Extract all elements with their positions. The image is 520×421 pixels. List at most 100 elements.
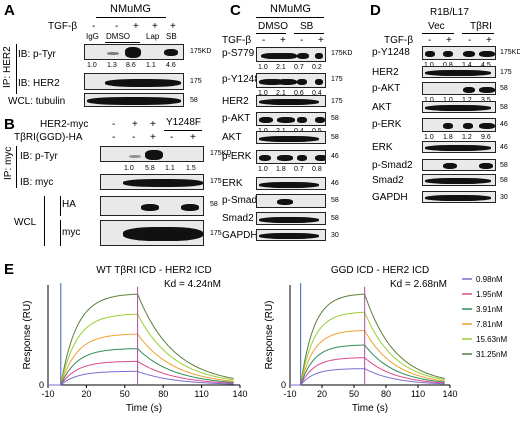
panel-b-row-label: IB: myc xyxy=(20,177,54,188)
blot-band xyxy=(425,105,491,111)
x-tick-label: 140 xyxy=(232,389,247,399)
panel-d-group-rule xyxy=(422,33,454,34)
panel-d-mw: 46 xyxy=(500,144,508,151)
panel-d-blot xyxy=(422,141,496,153)
panel-c-row-label: p-Y1248 xyxy=(222,74,260,85)
panel-c-mw: 58 xyxy=(331,215,339,222)
panel-b-blot-ptyr xyxy=(100,146,204,162)
x-tick-label: 20 xyxy=(317,389,327,399)
panel-b-ha-bracket xyxy=(60,196,61,216)
panel-c-row-label: Smad2 xyxy=(222,213,254,224)
blot-band xyxy=(425,70,491,76)
panel-c-mw: 58 xyxy=(331,115,339,122)
panel-d-quant: 1.4 xyxy=(462,62,472,69)
blot-band xyxy=(425,195,491,201)
series-line xyxy=(48,348,234,386)
panel-b-quant: 5.8 xyxy=(145,165,155,172)
panel-b-sign: + xyxy=(190,132,196,143)
panel-c-quant: 0.7 xyxy=(294,64,304,71)
panel-d-quant: 3.5 xyxy=(481,97,491,104)
blot-band xyxy=(479,51,495,57)
panel-d-title: R1B/L17 xyxy=(430,7,469,18)
legend-entry: 15.63nM xyxy=(476,335,507,344)
panel-b-myc-bracket xyxy=(60,220,61,246)
series-line xyxy=(48,293,234,386)
blot-band xyxy=(277,53,297,59)
blot-band xyxy=(297,79,307,85)
panel-a-title: NMuMG xyxy=(110,3,151,15)
panel-b-sign: + xyxy=(132,119,138,130)
panel-c-blot xyxy=(256,95,326,107)
panel-a-quant: 8.6 xyxy=(126,62,136,69)
panel-a-sign: + xyxy=(133,21,139,32)
panel-a-lane: IgG xyxy=(86,32,99,41)
x-tick-label: -10 xyxy=(41,389,54,399)
panel-c-title: NMuMG xyxy=(270,3,311,15)
blot-band xyxy=(277,155,293,161)
panel-a-quant: 1.1 xyxy=(146,62,156,69)
panel-b-sign: + xyxy=(150,119,156,130)
x-tick-label: -10 xyxy=(283,389,296,399)
x-axis-label: Time (s) xyxy=(126,403,162,414)
panel-d-quant: 9.6 xyxy=(481,134,491,141)
series-line xyxy=(290,293,445,386)
panel-c-group-rule xyxy=(294,33,324,34)
blot-band xyxy=(261,53,291,59)
blot-band xyxy=(277,199,293,205)
x-tick-label: 50 xyxy=(120,389,130,399)
panel-a-ip-label: IP: HER2 xyxy=(2,46,13,88)
panel-a-lane: Lap xyxy=(146,32,160,41)
series-line xyxy=(290,344,445,386)
panel-b-blot-ha xyxy=(100,196,204,216)
panel-b-row1-label: HER2-myc xyxy=(40,119,89,130)
blot-band xyxy=(479,163,493,169)
panel-c-row-label: p-ERK xyxy=(222,151,252,162)
panel-c-row-label: p-Smad2 xyxy=(222,195,263,206)
panel-a-lane: SB xyxy=(166,32,177,41)
panel-c-quant: 1.0 xyxy=(258,90,268,97)
panel-c-quant: 0.6 xyxy=(294,90,304,97)
panel-b-blot-myc xyxy=(100,174,204,190)
panel-d-letter: D xyxy=(370,2,381,19)
kd-annotation: Kd = 2.68nM xyxy=(390,279,447,290)
panel-d-sign: + xyxy=(486,35,492,46)
blot-band xyxy=(259,182,319,188)
panel-a-sign: - xyxy=(115,21,119,32)
panel-d-quant: 1.0 xyxy=(424,134,434,141)
panel-c-mw: 175KD xyxy=(331,50,353,57)
blot-band xyxy=(463,123,473,129)
panel-d-mw: 58 xyxy=(500,162,508,169)
panel-b-sign: - xyxy=(170,132,174,143)
panel-d-group-rule xyxy=(462,33,494,34)
panel-a-mw: 175 xyxy=(190,78,202,85)
panel-c-blot xyxy=(256,131,326,144)
panel-c-quant: 2.1 xyxy=(276,64,286,71)
panel-c-quant: 1.0 xyxy=(258,64,268,71)
panel-a-blot-ptyr xyxy=(84,44,184,60)
panel-c-blot xyxy=(256,150,326,164)
panel-c-sign: + xyxy=(318,35,324,46)
blot-band xyxy=(425,145,491,151)
legend-entry: 0.98nM xyxy=(476,275,503,284)
panel-b-wcl-row: myc xyxy=(62,227,81,238)
panel-d-blot xyxy=(422,101,496,113)
blot-band xyxy=(425,51,435,57)
panel-a-dmso-rule xyxy=(105,42,140,43)
blot-band xyxy=(425,178,491,184)
panel-c-mw: 46 xyxy=(331,180,339,187)
panel-d-sign: + xyxy=(446,35,452,46)
panel-d-blot xyxy=(422,82,496,95)
panel-d-sign: - xyxy=(428,35,432,46)
panel-c-row-label: GAPDH xyxy=(222,230,258,241)
legend-entry: 1.95nM xyxy=(476,290,503,299)
blot-band xyxy=(463,87,475,93)
panel-d-blot xyxy=(422,159,496,171)
panel-d-mw: 58 xyxy=(500,85,508,92)
panel-b-quant: 1.1 xyxy=(165,165,175,172)
panel-b-sign: - xyxy=(132,132,136,143)
panel-d-mw: 175KD xyxy=(500,49,520,56)
panel-c-row-label: HER2 xyxy=(222,96,249,107)
chart-title: GGD ICD - HER2 ICD xyxy=(331,265,429,276)
panel-d-quant: 0.8 xyxy=(443,62,453,69)
blot-band xyxy=(443,123,453,129)
